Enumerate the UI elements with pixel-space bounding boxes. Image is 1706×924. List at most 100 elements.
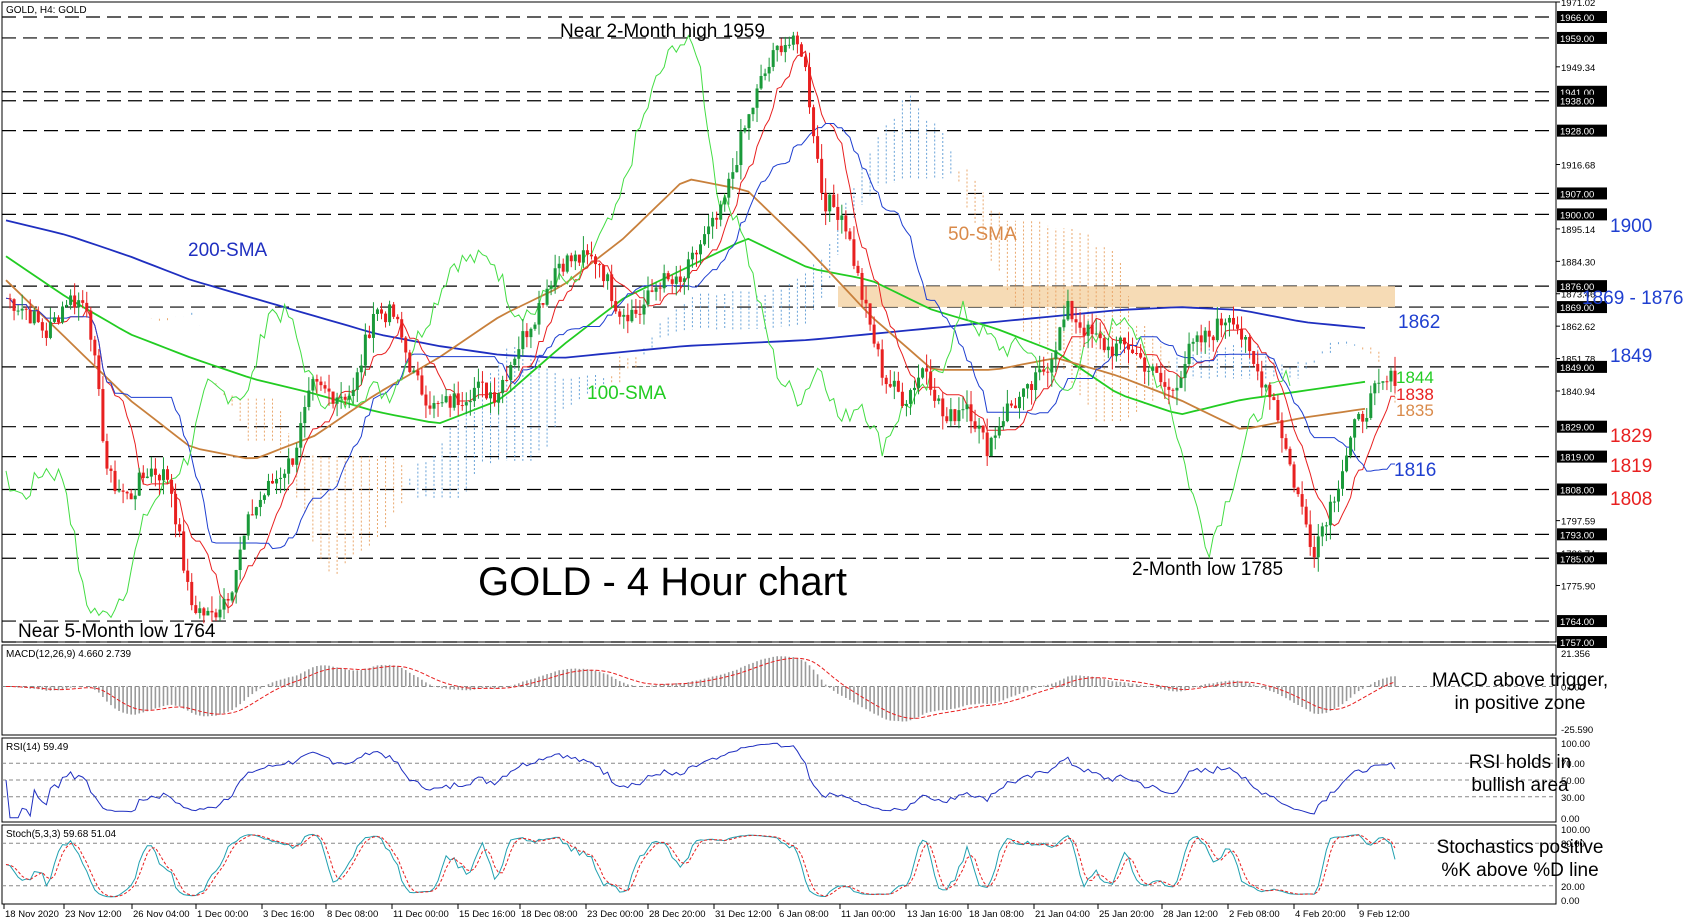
candle-body xyxy=(929,371,933,390)
price-tick-label: 1775.90 xyxy=(1561,581,1595,592)
candle-body xyxy=(1163,382,1167,387)
candle-body xyxy=(771,50,775,67)
candle-body xyxy=(404,337,408,353)
stoch-header: Stoch(5,3,3) 59.68 51.04 xyxy=(6,829,117,840)
candle-body xyxy=(723,197,727,205)
candle-body xyxy=(779,45,783,53)
candle-body xyxy=(856,265,860,273)
candle-body xyxy=(501,379,505,394)
stoch-comment-2: %K above %D line xyxy=(1441,860,1598,881)
candle-body xyxy=(279,477,283,479)
candle-body xyxy=(1179,377,1183,388)
candle-body xyxy=(1349,437,1353,456)
candle-body xyxy=(230,592,234,601)
candle-body xyxy=(101,389,105,442)
candle-body xyxy=(242,535,246,550)
rsi-comment-1: RSI holds in xyxy=(1469,752,1571,773)
candle-body xyxy=(1151,366,1155,371)
macd-tick-label: 0.000 xyxy=(1561,682,1585,693)
sma-line-50-sma xyxy=(5,178,1366,460)
candle-body xyxy=(323,385,327,389)
zone-1869-1876 xyxy=(838,286,1395,308)
candle-body xyxy=(1219,318,1223,326)
sma-line-100-sma xyxy=(5,237,1366,425)
candle-body xyxy=(824,192,828,212)
price-axis-label: 1793.00 xyxy=(1560,530,1594,541)
candle-body xyxy=(85,302,89,311)
candle-body xyxy=(614,301,618,312)
candle-body xyxy=(626,314,630,322)
candle-body xyxy=(1042,369,1046,372)
candle-body xyxy=(642,304,646,315)
candle-body xyxy=(1381,381,1385,383)
price-axis-label: 1966.00 xyxy=(1560,13,1594,24)
price-axis-label: 1928.00 xyxy=(1560,127,1594,138)
stoch-k-line xyxy=(5,833,1396,898)
macd-header: MACD(12,26,9) 4.660 2.739 xyxy=(6,649,132,660)
level-callout: 1862 xyxy=(1398,312,1440,333)
time-axis-label: 26 Nov 04:00 xyxy=(133,909,190,919)
candle-body xyxy=(1009,403,1013,406)
candle-body xyxy=(674,276,678,284)
price-tick-label: 1884.30 xyxy=(1561,257,1595,268)
price-axis-box xyxy=(1557,636,1607,648)
time-axis-label: 11 Dec 00:00 xyxy=(393,909,449,919)
chart-title: GOLD - 4 Hour chart xyxy=(478,560,847,604)
candle-body xyxy=(1207,330,1211,337)
candle-body xyxy=(517,349,521,359)
candle-body xyxy=(549,285,553,289)
price-tick-label: 1851.78 xyxy=(1561,355,1595,366)
candle-body xyxy=(917,377,921,388)
candle-body xyxy=(892,380,896,387)
candle-body xyxy=(868,303,872,325)
candle-body xyxy=(315,379,319,382)
candle-body xyxy=(1066,300,1070,320)
candle-body xyxy=(832,194,836,207)
candle-body xyxy=(246,514,250,536)
price-axis-label: 1808.00 xyxy=(1560,485,1594,496)
candle-body xyxy=(852,239,856,266)
candle-body xyxy=(36,311,40,323)
level-callout: 1869 - 1876 xyxy=(1582,288,1683,309)
candle-body xyxy=(1385,381,1389,383)
candle-body xyxy=(270,480,274,484)
price-tick-label: 1895.14 xyxy=(1561,225,1595,236)
candle-body xyxy=(561,263,565,272)
candle-body xyxy=(755,88,759,108)
candle-body xyxy=(77,300,81,308)
candle-body xyxy=(690,252,694,260)
candle-body xyxy=(1022,388,1026,397)
candle-body xyxy=(743,128,747,132)
candle-body xyxy=(860,272,864,300)
price-tick-label: 1797.59 xyxy=(1561,517,1595,528)
candle-body xyxy=(1369,393,1373,418)
candle-body xyxy=(1127,344,1131,350)
price-axis-box xyxy=(1557,124,1607,137)
candle-body xyxy=(210,610,214,613)
candle-body xyxy=(900,391,904,407)
candle-body xyxy=(1328,501,1332,526)
candle-body xyxy=(428,405,432,409)
candle-body xyxy=(174,493,178,525)
candle-body xyxy=(525,331,529,338)
price-axis-label: 1869.00 xyxy=(1560,303,1594,314)
candle-body xyxy=(703,234,707,245)
candle-body xyxy=(222,598,226,610)
candle-body xyxy=(1236,324,1240,329)
candle-body xyxy=(533,324,537,329)
candle-body xyxy=(1131,349,1135,354)
price-axis-box xyxy=(1557,450,1607,463)
candle-body xyxy=(40,322,44,331)
annotation-low5: Near 5-Month low 1764 xyxy=(18,621,216,642)
price-axis-box xyxy=(1557,615,1607,628)
candle-body xyxy=(694,252,698,255)
candle-body xyxy=(727,178,731,198)
candle-body xyxy=(735,165,739,173)
candle-body xyxy=(662,273,666,289)
candle-body xyxy=(1147,370,1151,372)
candle-body xyxy=(1110,346,1114,357)
candle-body xyxy=(1324,525,1328,527)
candle-body xyxy=(153,468,157,475)
candle-body xyxy=(1135,353,1139,355)
candle-body xyxy=(699,244,702,255)
